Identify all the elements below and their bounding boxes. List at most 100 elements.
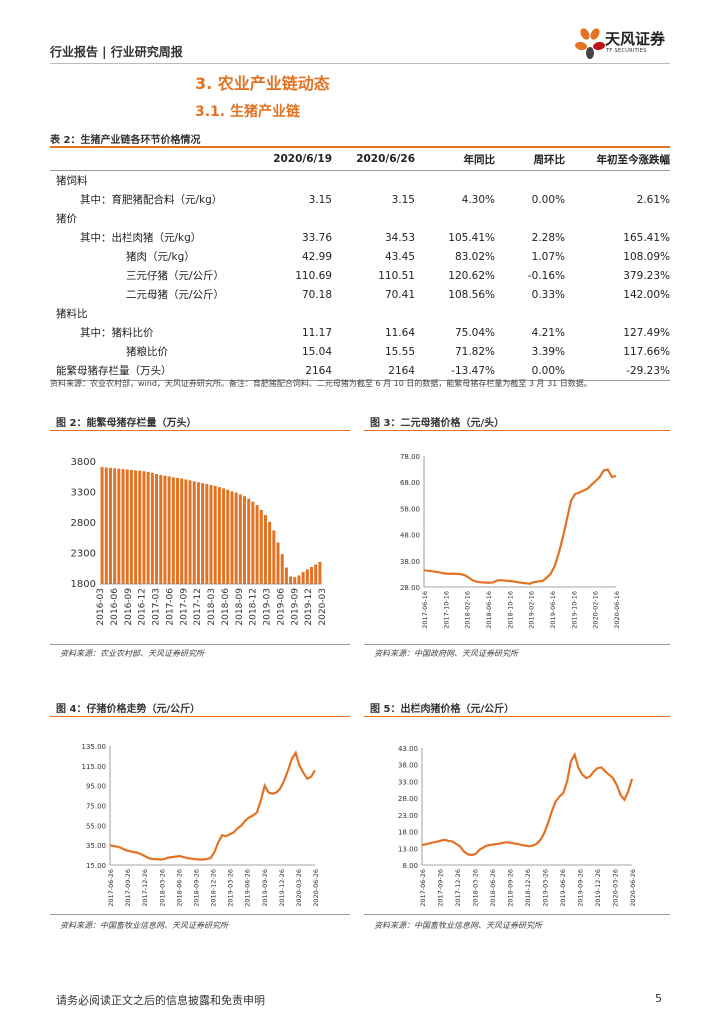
y-tick-label: 38.00 [400,558,420,566]
bar [167,476,171,584]
table-cell: 105.41% [448,231,495,244]
fig2-title-rule [50,430,350,431]
table-cell: 75.04% [454,326,495,339]
row-label: 猪料比 [56,308,88,320]
bar [134,470,138,584]
table-cell: 42.99 [301,250,332,263]
bar [230,491,234,584]
x-tick-label: 2019-06-16 [549,591,557,629]
x-tick-label: 2017-12-26 [454,869,462,907]
bar [263,515,267,584]
x-tick-label: 2019-09-26 [261,869,269,907]
bar [175,477,179,584]
table-header-cell [50,146,270,171]
bar [155,473,159,584]
bar [310,566,314,584]
row-label: 猪肉（元/kg） [126,251,195,263]
bar [108,467,112,584]
bar [213,485,217,584]
row-label: 二元母猪（元/公斤） [126,289,225,301]
bar [217,487,221,584]
table-cell [332,209,415,228]
table-cell: 83.02% [454,250,495,263]
table-row: 三元仔猪（元/公斤） 110.69 110.51 120.62% -0.16% 379.2… [50,266,670,285]
bar [289,576,293,584]
x-tick-label: 2018-09 [235,588,245,626]
table-header-cell: 2020/6/19 [270,146,332,171]
x-tick-label: 2019-03-26 [542,869,550,907]
bar [100,466,104,584]
table-cell: 142.00% [623,288,670,301]
fig3-chart: 78.00 68.00 58.00 48.00 38.00 28.002017-06-16… [400,453,621,629]
x-tick-label: 2018-06 [221,588,231,626]
table-cell [495,304,565,323]
logo-mark-icon [575,28,605,59]
table-row: 猪粮比价 15.04 15.55 71.82% 3.39% 117.66% [50,342,670,361]
table-cell: 165.41% [623,231,670,244]
bar [201,483,205,584]
company-logo [575,26,675,62]
x-tick-label: 2017-10-16 [442,591,450,629]
bar [163,475,167,584]
table-cell: 2164 [332,361,415,381]
bar [117,468,121,584]
bar [146,471,150,584]
fig4-chart: 135.00115.0095.0075.0055.0035.0015.00201… [82,743,321,907]
x-tick-label: 2018-03 [207,588,217,626]
x-tick-label: 2019-09-26 [577,869,585,907]
table-cell: 0.00% [531,193,565,206]
fig5-title: 图 5：出栏肉猪价格（元/公斤） [370,704,515,715]
table-cell: 2.61% [636,193,670,206]
bar [255,505,259,584]
table-cell: 3.15 [391,193,415,206]
bar [205,484,209,584]
x-tick-label: 2017-06-26 [419,869,427,907]
x-tick-label: 2020-03 [318,588,328,626]
x-tick-label: 2019-09 [290,588,300,626]
y-tick-label: 2300 [71,549,96,560]
table-row: 猪肉（元/kg） 42.99 43.45 83.02% 1.07% 108.09% [50,247,670,266]
x-tick-label: 2019-12-26 [278,869,286,907]
bar [192,481,196,584]
table-header-cell: 年同比 [415,146,495,171]
x-tick-label: 2017-09-26 [437,869,445,907]
x-tick-label: 2020-06-16 [613,591,621,629]
page-number: 5 [655,992,662,1005]
table-cell: 108.09% [623,250,670,263]
x-tick-label: 2016-03 [96,588,106,626]
table-cell: 0.33% [531,288,565,301]
fig3-source: 资料来源：中国政府网、天风证券研究所 [374,649,518,658]
bar [251,501,255,584]
x-tick-label: 2018-09-26 [192,869,200,907]
bar [314,564,318,584]
table-cell [565,304,670,323]
bar [150,472,154,584]
fig3-title-rule [364,430,670,431]
table-cell: 108.56% [448,288,495,301]
x-tick-label: 2019-06 [276,588,286,626]
bar [222,488,226,584]
bar [318,561,322,584]
y-tick-label: 15.00 [86,862,106,870]
table-cell: 2164 [270,361,332,381]
bar [226,489,230,584]
fig2-source: 资料来源：农业农村部、天风证券研究所 [60,649,204,658]
table-source: 资料来源：农业农村部，wind，天风证券研究所。备注：育肥猪配合饲料、二元母猪为… [50,379,592,388]
fig3-title: 图 3：二元母猪价格（元/头） [370,418,505,429]
x-tick-label: 2019-12-26 [594,869,602,907]
x-tick-label: 2020-06-26 [629,869,637,907]
x-tick-label: 2017-06-26 [107,869,115,907]
row-label: 其中：出栏肉猪（元/kg） [80,232,202,244]
y-tick-label: 13.00 [398,845,418,853]
table-cell: 379.23% [623,269,670,282]
table-cell: 15.04 [301,345,332,358]
x-tick-label: 2018-06-16 [485,591,493,629]
x-tick-label: 2018-12 [249,588,259,626]
x-tick-label: 2016-06 [110,588,120,626]
section-subtitle: 3.1. 生猪产业链 [195,104,300,120]
section-title: 3. 农业产业链动态 [195,74,330,93]
table-cell: 4.30% [461,193,495,206]
x-tick-label: 2019-12 [304,588,314,626]
x-tick-label: 2018-12-26 [524,869,532,907]
bar [247,498,251,584]
